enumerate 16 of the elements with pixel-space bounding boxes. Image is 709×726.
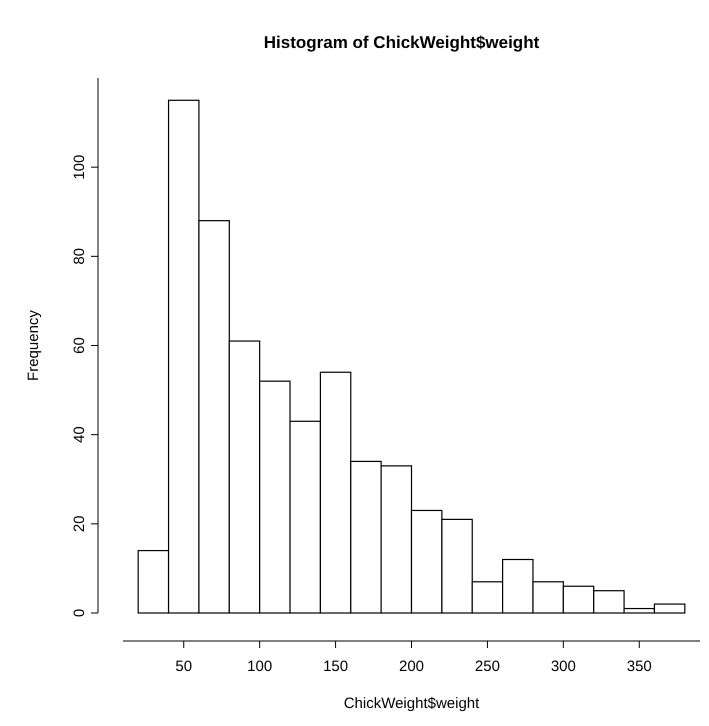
y-tick-label: 0 [71,608,88,618]
y-tick-label: 40 [71,426,88,444]
x-tick-label: 50 [175,658,192,675]
chart-title: Histogram of ChickWeight$weight [264,33,540,52]
x-axis-title: ChickWeight$weight [344,695,480,712]
y-axis-title: Frequency [25,310,42,381]
y-tick-label: 60 [71,337,88,354]
x-tick-label: 300 [550,658,576,675]
x-tick-label: 200 [398,658,424,675]
x-tick-label: 150 [323,658,348,675]
x-tick-label: 350 [626,658,652,675]
y-tick-label: 20 [71,515,88,532]
x-tick-label: 250 [474,658,500,675]
x-tick-label: 100 [247,658,272,675]
y-tick-label: 80 [71,248,88,265]
y-tick-label: 100 [71,154,88,180]
